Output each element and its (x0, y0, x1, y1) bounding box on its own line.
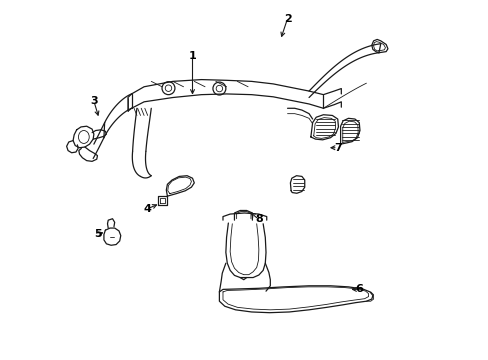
Text: 6: 6 (355, 284, 363, 294)
Text: 2: 2 (283, 14, 291, 24)
Text: 8: 8 (254, 215, 262, 224)
Text: 5: 5 (94, 229, 102, 239)
Text: 7: 7 (333, 143, 341, 153)
Text: 3: 3 (90, 96, 98, 106)
Text: 4: 4 (143, 204, 151, 214)
Text: 1: 1 (188, 51, 196, 61)
